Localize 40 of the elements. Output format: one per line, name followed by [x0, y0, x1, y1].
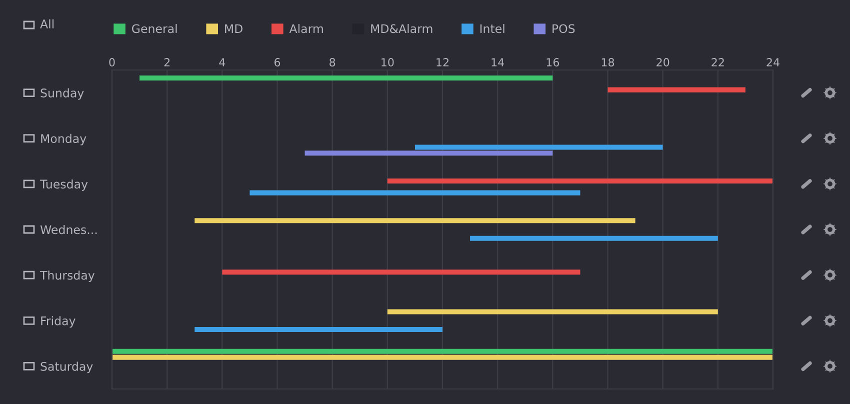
bar — [250, 190, 580, 196]
x-tick-label: 8 — [330, 58, 336, 66]
x-tick-label: 24 — [766, 58, 780, 66]
x-tick-label: 6 — [274, 58, 280, 66]
bar — [140, 75, 553, 80]
bar — [414, 144, 663, 150]
legend-label: Intel — [480, 24, 504, 34]
text: All — [40, 19, 54, 28]
bar — [222, 270, 580, 275]
x-tick-label: 0 — [109, 58, 115, 66]
x-tick-label: 2 — [164, 58, 170, 66]
y-tick-label: Thursday — [40, 270, 95, 282]
bar — [112, 348, 773, 354]
x-tick-label: 4 — [219, 58, 226, 66]
y-tick-label: Saturday — [40, 362, 93, 374]
y-tick-label: Tuesday — [40, 179, 88, 191]
x-tick-label: 12 — [436, 58, 448, 66]
x-tick-label: 18 — [602, 58, 614, 66]
bar — [194, 218, 636, 224]
legend-label: MD&Alarm — [371, 24, 432, 34]
x-tick-label: 14 — [492, 58, 504, 66]
legend-label: General — [132, 24, 177, 34]
bar — [608, 87, 746, 92]
bar — [470, 236, 718, 241]
x-tick-label: 22 — [712, 58, 724, 66]
x-tick-label: 16 — [546, 58, 560, 66]
y-tick-label: Monday — [41, 134, 86, 146]
bar — [387, 309, 718, 314]
bar — [194, 327, 442, 332]
y-tick-label: Sunday — [40, 88, 84, 100]
bar — [387, 178, 773, 184]
x-tick-label: 10 — [382, 58, 394, 66]
legend-label: MD — [225, 24, 242, 33]
legend-label: Alarm — [289, 24, 323, 34]
legend-label: POS — [552, 24, 575, 34]
bar — [304, 150, 553, 156]
x-tick-label: 20 — [656, 58, 670, 66]
y-tick-label: Friday — [41, 316, 76, 328]
y-tick-label: Wednes... — [40, 225, 97, 234]
bar — [112, 354, 773, 360]
